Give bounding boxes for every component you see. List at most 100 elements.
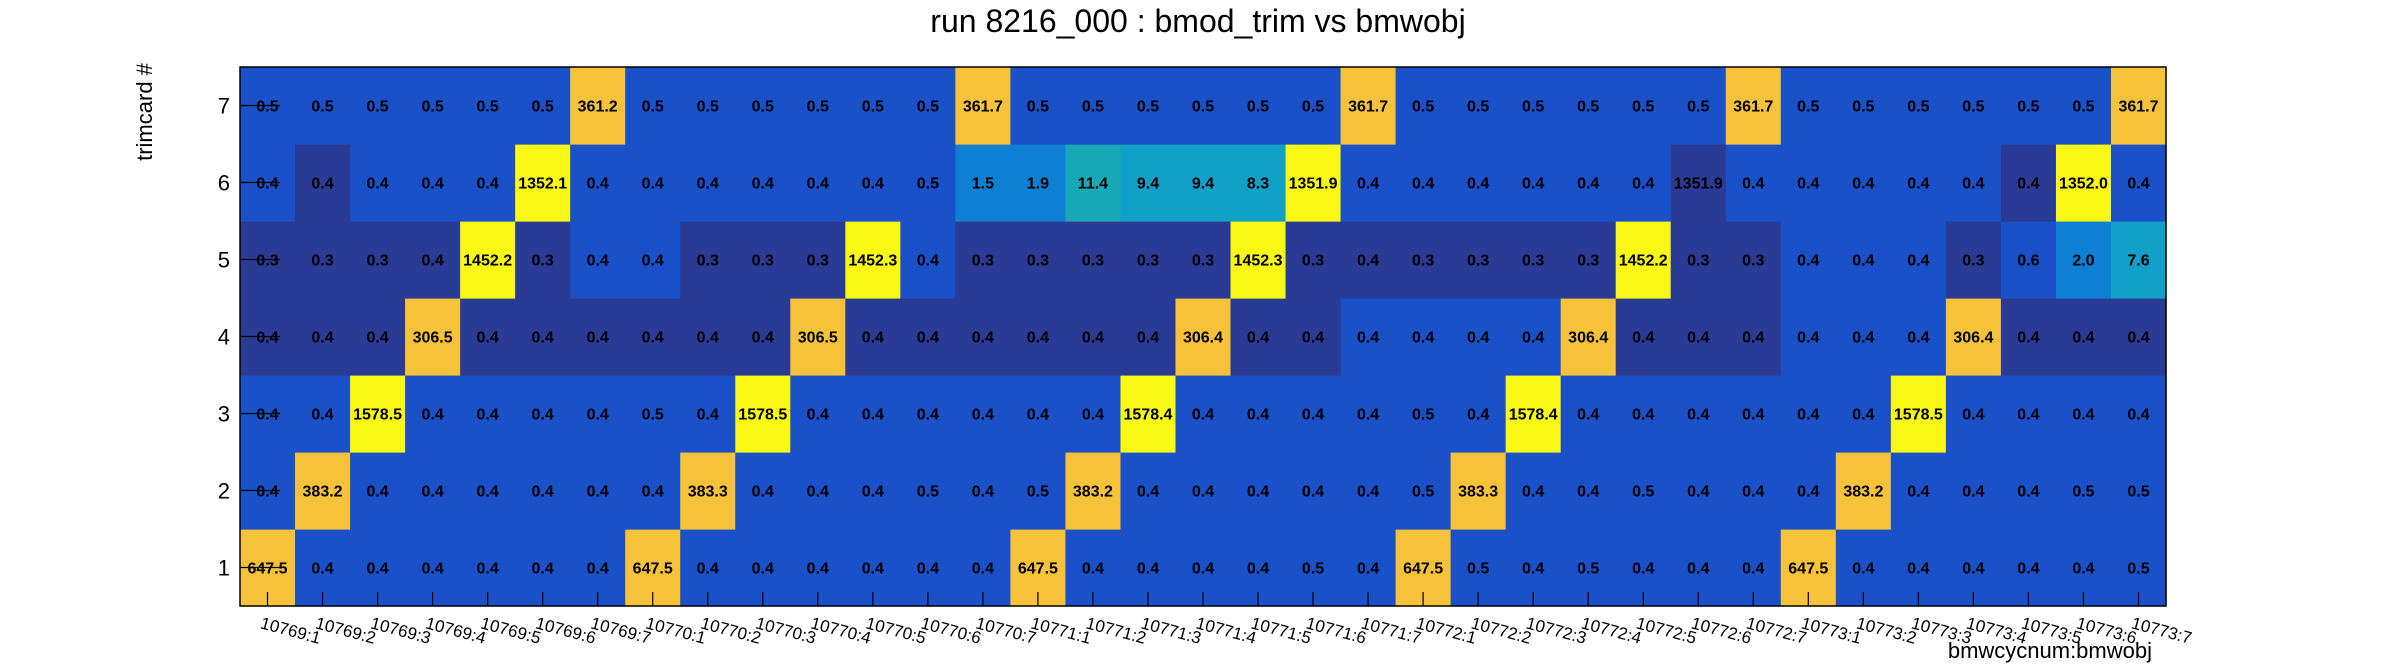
cell-value-label: 0.4 [256, 176, 278, 193]
heatmap-cell [515, 67, 571, 145]
cell-value-label: 0.4 [1302, 407, 1324, 424]
heatmap-cell [1340, 298, 1397, 376]
heatmap-cell [1230, 67, 1287, 145]
heatmap-cell [1725, 375, 1782, 453]
cell-value-label: 1351.9 [1289, 176, 1338, 193]
heatmap-cell [1615, 375, 1672, 453]
cell-value-label: 0.4 [1852, 407, 1874, 424]
heatmap-cell [1065, 144, 1122, 222]
heatmap-cell [680, 452, 736, 530]
cell-value-label: 0.4 [1082, 407, 1104, 424]
heatmap-cell [405, 221, 461, 299]
heatmap-cell [1670, 144, 1727, 222]
heatmap-cell [1450, 67, 1507, 145]
heatmap-cell [515, 452, 571, 530]
cell-value-label: 361.7 [1348, 99, 1388, 116]
cell-value-label: 0.4 [1797, 484, 1819, 501]
cell-value-label: 647.5 [633, 561, 673, 578]
heatmap-cell [1395, 221, 1452, 299]
cell-value-label: 0.4 [697, 407, 719, 424]
heatmap-cell [790, 452, 846, 530]
cell-value-label: 0.4 [1357, 176, 1379, 193]
heatmap-cell [1670, 298, 1727, 376]
heatmap-cell [1285, 221, 1342, 299]
cell-value-label: 0.3 [1577, 253, 1599, 270]
heatmap-cell [1615, 221, 1672, 299]
heatmap-cell [680, 67, 736, 145]
cell-value-label: 0.4 [1137, 484, 1159, 501]
heatmap-cell [1780, 144, 1837, 222]
cell-value-label: 0.5 [532, 99, 554, 116]
heatmap-cell [1230, 298, 1287, 376]
heatmap-cell [900, 298, 956, 376]
heatmap-cell [1175, 221, 1232, 299]
cell-value-label: 0.4 [862, 407, 884, 424]
heatmap-cell [1285, 298, 1342, 376]
cell-value-label: 0.4 [697, 330, 719, 347]
cell-value-label: 0.4 [477, 176, 499, 193]
heatmap-cell [1505, 67, 1562, 145]
cell-value-label: 647.5 [1788, 561, 1828, 578]
cell-value-label: 0.4 [1082, 561, 1104, 578]
cell-value-label: 0.4 [2072, 561, 2094, 578]
cell-value-label: 0.4 [311, 407, 333, 424]
cell-value-label: 0.4 [1962, 176, 1984, 193]
cell-value-label: 0.5 [1907, 99, 1929, 116]
cell-value-label: 383.2 [1073, 484, 1113, 501]
cell-value-label: 0.5 [1632, 484, 1654, 501]
cell-value-label: 0.5 [1302, 561, 1324, 578]
heatmap-cell [1120, 298, 1177, 376]
heatmap-cell [680, 375, 736, 453]
heatmap-cell [2110, 375, 2167, 453]
heatmap-cell [350, 144, 406, 222]
cell-value-label: 0.4 [642, 176, 664, 193]
heatmap-cell [460, 375, 516, 453]
heatmap-cell [1725, 298, 1782, 376]
heatmap-cell [1780, 298, 1837, 376]
cell-value-label: 306.4 [1568, 330, 1608, 347]
cell-value-label: 0.4 [311, 561, 333, 578]
cell-value-label: 0.4 [311, 176, 333, 193]
cell-value-label: 0.4 [1357, 484, 1379, 501]
heatmap-cell [680, 221, 736, 299]
cell-value-label: 0.4 [1852, 176, 1874, 193]
y-tick-label: 6 [218, 171, 230, 196]
cell-value-label: 0.3 [1192, 253, 1214, 270]
cell-value-label: 0.4 [1962, 484, 1984, 501]
cell-value-label: 0.4 [862, 176, 884, 193]
heatmap-cell [790, 144, 846, 222]
cell-value-label: 0.4 [366, 330, 388, 347]
heatmap-cell [1065, 67, 1122, 145]
cell-value-label: 0.4 [421, 253, 443, 270]
cell-value-label: 0.3 [1742, 253, 1764, 270]
heatmap-cell [625, 452, 681, 530]
cell-value-label: 0.4 [972, 561, 994, 578]
cell-value-label: 383.2 [303, 484, 343, 501]
cell-value-label: 0.5 [1137, 99, 1159, 116]
heatmap-cell [2055, 221, 2112, 299]
heatmap-cell [515, 298, 571, 376]
heatmap-cell [2055, 67, 2112, 145]
heatmap-cell [1395, 452, 1452, 530]
cell-value-label: 0.4 [1302, 330, 1324, 347]
cell-value-label: 0.4 [862, 561, 884, 578]
cell-value-label: 0.6 [2017, 253, 2039, 270]
cell-value-label: 0.4 [642, 484, 664, 501]
heatmap-cell [1285, 67, 1342, 145]
cell-value-label: 0.4 [587, 253, 609, 270]
cell-value-label: 0.3 [697, 253, 719, 270]
heatmap-cell [570, 144, 626, 222]
cell-value-label: 361.7 [2118, 99, 2158, 116]
cell-value-label: 0.5 [1082, 99, 1104, 116]
cell-value-label: 8.3 [1247, 176, 1269, 193]
cell-value-label: 0.4 [2017, 484, 2039, 501]
heatmap-cell [900, 221, 956, 299]
heatmap-cell [460, 144, 516, 222]
cell-value-label: 0.5 [1687, 99, 1709, 116]
cell-value-label: 0.4 [421, 484, 443, 501]
heatmap-cell [1890, 298, 1947, 376]
cell-value-label: 0.4 [587, 176, 609, 193]
heatmap-cell [1450, 144, 1507, 222]
heatmap-cell [1725, 221, 1782, 299]
cell-value-label: 0.4 [1522, 330, 1544, 347]
